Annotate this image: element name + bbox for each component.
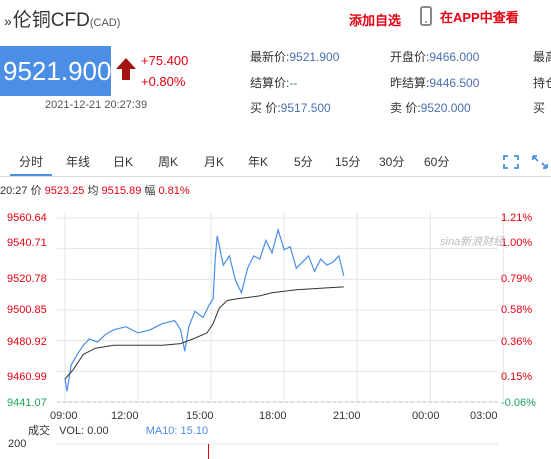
- volume-info-line: 成交 VOL: 0.00 MA10: 15.10: [0, 422, 208, 438]
- y-pct-tick-label: -0.06%: [501, 397, 536, 409]
- chart-info-line: 20:27 价 9523.25 均 9515.89 幅 0.81%: [0, 182, 190, 198]
- y-tick-label: 9441.07: [7, 397, 47, 409]
- price-change: +75.400: [141, 53, 189, 68]
- x-tick-label: 21:00: [333, 410, 361, 422]
- info-avg: 9515.89: [101, 185, 142, 197]
- price-change-percent: +0.80%: [141, 74, 186, 89]
- price-line: [64, 227, 345, 392]
- quote-timestamp: 2021-12-21 20:27:39: [45, 99, 148, 111]
- tab-60min[interactable]: 60分: [424, 155, 450, 169]
- field-open: 开盘价:9466.000: [390, 50, 480, 64]
- vol-value: 0.00: [87, 425, 109, 437]
- volume-bar: [208, 444, 209, 459]
- fullscreen-icon[interactable]: [503, 155, 519, 169]
- open-in-app-label: 在APP中查看: [440, 9, 519, 25]
- tab-monthly-k[interactable]: 月K: [204, 155, 225, 169]
- tab-5min[interactable]: 5分: [294, 155, 313, 169]
- add-favorite-link[interactable]: 添加自选: [349, 13, 402, 28]
- open-in-app-link[interactable]: 在APP中查看: [420, 6, 519, 26]
- tab-daily-k[interactable]: 日K: [113, 155, 134, 169]
- volume-max-label: 200: [8, 438, 27, 450]
- y-pct-tick-label: 0.36%: [501, 336, 533, 348]
- tab-30min[interactable]: 30分: [379, 155, 405, 169]
- y-pct-tick-label: 0.58%: [501, 304, 533, 316]
- y-pct-tick-label: 1.00%: [501, 237, 533, 249]
- y-tick-label: 9560.64: [7, 212, 47, 224]
- vol-label: VOL:: [59, 425, 85, 437]
- field-open-interest: 持仓: [533, 76, 551, 90]
- average-price-line: [64, 286, 344, 380]
- title-prefix: »: [4, 13, 12, 29]
- field-bid-vol: 买: [533, 101, 546, 115]
- instrument-title: »伦铜CFD(CAD): [4, 5, 120, 32]
- y-tick-label: 9500.85: [7, 304, 47, 316]
- y-pct-tick-label: 0.15%: [501, 371, 533, 383]
- current-price: 9521.900: [0, 46, 111, 96]
- instrument-name: 伦铜CFD: [12, 10, 90, 31]
- x-tick-label: 18:00: [259, 410, 287, 422]
- period-tabs: 分时 年线 日K 周K 月K 年K 5分 15分 30分 60分: [0, 147, 551, 177]
- chart-canvas[interactable]: [0, 200, 551, 459]
- field-bid: 买 价:9517.500: [250, 101, 331, 115]
- field-ask: 卖 价:9520.000: [390, 101, 471, 115]
- info-avg-label: 均: [87, 185, 99, 197]
- tab-yearly-k[interactable]: 年K: [248, 155, 269, 169]
- active-tab-indicator: [10, 174, 52, 176]
- x-tick-label: 15:00: [186, 410, 214, 422]
- intraday-chart[interactable]: 9560.64 9540.71 9520.78 9500.85 9480.92 …: [0, 200, 551, 459]
- info-range: 0.81%: [158, 185, 190, 197]
- info-price-label: 价: [30, 185, 42, 197]
- x-tick-label: 09:00: [50, 410, 78, 422]
- y-pct-tick-label: 1.21%: [501, 212, 533, 224]
- field-prev-settle: 昨结算:9446.500: [390, 76, 480, 90]
- sina-watermark: sina新浪财经: [440, 236, 505, 248]
- volume-label: 成交: [28, 425, 50, 437]
- tab-15min[interactable]: 15分: [335, 155, 361, 169]
- y-tick-label: 9460.99: [7, 371, 47, 383]
- y-tick-label: 9540.71: [7, 237, 47, 249]
- tab-intraday[interactable]: 分时: [19, 155, 44, 169]
- x-tick-label: 03:00: [470, 410, 498, 422]
- info-time: 20:27: [0, 185, 28, 197]
- phone-icon: [420, 6, 432, 26]
- x-tick-label: 00:00: [412, 410, 440, 422]
- y-pct-tick-label: 0.79%: [501, 273, 533, 285]
- currency-label: (CAD): [89, 17, 121, 29]
- field-settle: 结算价:--: [250, 76, 298, 90]
- title-bar: »伦铜CFD(CAD) 添加自选 在APP中查看: [0, 0, 551, 38]
- ma10-label: MA10:: [145, 425, 178, 437]
- field-last: 最新价:9521.900: [250, 50, 340, 64]
- expand-icon[interactable]: [532, 155, 548, 169]
- info-range-label: 幅: [144, 185, 156, 197]
- ma10-value: 15.10: [180, 425, 209, 437]
- tab-year-line[interactable]: 年线: [66, 155, 91, 169]
- field-high: 最高: [533, 50, 551, 64]
- tab-weekly-k[interactable]: 周K: [158, 155, 179, 169]
- y-tick-label: 9480.92: [7, 336, 47, 348]
- x-tick-label: 12:00: [111, 410, 139, 422]
- y-tick-label: 9520.78: [7, 273, 47, 285]
- info-price: 9523.25: [44, 185, 85, 197]
